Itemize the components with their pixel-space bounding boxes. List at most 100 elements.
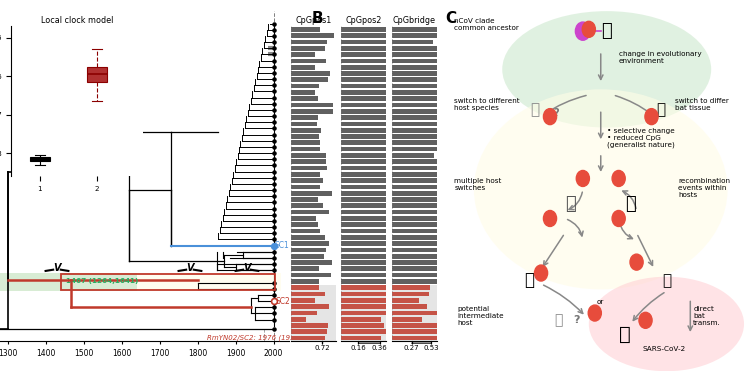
Bar <box>392 285 436 341</box>
Point <box>268 224 280 230</box>
Bar <box>392 71 464 76</box>
Text: recombination
events within
hosts: recombination events within hosts <box>678 178 730 198</box>
Bar <box>291 159 326 164</box>
Bar <box>341 222 439 227</box>
Point <box>268 298 280 304</box>
Text: RmYN02/SC2: 1976 (1959,1991): RmYN02/SC2: 1976 (1959,1991) <box>207 334 322 341</box>
Bar <box>341 96 448 101</box>
Point <box>268 286 280 292</box>
Point <box>268 51 280 57</box>
Bar <box>341 298 386 303</box>
Bar <box>291 103 333 107</box>
Bar <box>341 52 424 57</box>
Point <box>268 107 280 113</box>
Bar <box>341 178 437 183</box>
Bar <box>392 103 451 107</box>
Bar <box>392 191 460 196</box>
Bar <box>392 197 447 202</box>
Text: • selective change
• reduced CpG
(generalist nature): • selective change • reduced CpG (genera… <box>607 128 674 148</box>
Point <box>268 249 280 255</box>
Point <box>268 310 280 316</box>
Bar <box>392 310 443 315</box>
Text: 🦇: 🦇 <box>626 195 636 213</box>
Point <box>268 304 280 310</box>
Point <box>268 267 280 273</box>
Point <box>268 261 280 267</box>
Bar <box>0 273 137 291</box>
Point <box>268 21 280 27</box>
Bar <box>341 285 406 290</box>
Text: potential
intermediate
host: potential intermediate host <box>458 306 504 326</box>
Point <box>268 193 280 199</box>
Bar <box>291 266 319 271</box>
Bar <box>341 103 445 107</box>
Bar <box>291 229 320 233</box>
Circle shape <box>582 21 596 38</box>
Bar <box>291 285 336 341</box>
Bar <box>341 210 427 214</box>
Bar <box>392 147 461 152</box>
Text: SARS-CoV-2: SARS-CoV-2 <box>643 346 686 352</box>
Bar <box>341 184 400 189</box>
Point <box>268 33 280 39</box>
Title: CpGpos2: CpGpos2 <box>346 16 382 26</box>
Text: direct
bat
transm.: direct bat transm. <box>693 306 721 326</box>
Point <box>268 206 280 212</box>
Point <box>268 187 280 193</box>
Bar <box>341 46 406 51</box>
Bar <box>291 33 334 38</box>
Point <box>268 292 280 298</box>
Bar <box>291 128 321 133</box>
Point <box>268 175 280 181</box>
Text: ?: ? <box>554 108 559 118</box>
Circle shape <box>630 254 644 270</box>
Bar <box>341 254 409 259</box>
Bar <box>291 90 315 95</box>
Bar <box>341 235 433 240</box>
Title: Local clock model: Local clock model <box>40 16 113 26</box>
Bar <box>291 273 332 278</box>
Bar <box>291 122 317 126</box>
Bar <box>291 285 319 290</box>
Bar <box>392 109 438 114</box>
Bar <box>341 33 425 38</box>
Bar <box>341 65 442 70</box>
Bar <box>392 216 460 221</box>
Bar <box>291 84 319 88</box>
Bar <box>392 229 454 233</box>
Bar <box>392 260 436 265</box>
Bar <box>291 178 322 183</box>
Bar <box>392 285 430 290</box>
Point <box>268 237 280 243</box>
Point <box>268 58 280 64</box>
Bar <box>392 115 453 120</box>
Bar <box>291 191 332 196</box>
Bar <box>341 241 413 246</box>
Title: CpGbridge: CpGbridge <box>392 16 436 26</box>
Bar <box>341 84 439 88</box>
Point <box>268 45 280 51</box>
Circle shape <box>588 305 602 321</box>
Circle shape <box>612 171 626 186</box>
Bar <box>392 298 419 303</box>
Bar <box>392 330 447 334</box>
Bar <box>341 266 421 271</box>
Circle shape <box>645 109 658 124</box>
Bar <box>341 323 385 328</box>
Bar <box>392 90 455 95</box>
Bar <box>291 241 329 246</box>
Bar <box>291 166 327 170</box>
Bar <box>291 210 328 214</box>
Point <box>268 64 280 70</box>
Bar <box>392 128 449 133</box>
Bar <box>291 260 332 265</box>
Bar <box>341 197 436 202</box>
Text: B: B <box>311 11 322 26</box>
Point <box>268 230 280 236</box>
Bar <box>392 40 433 44</box>
Bar <box>291 58 326 63</box>
Bar <box>291 109 333 114</box>
Bar <box>291 46 325 51</box>
Bar <box>341 128 421 133</box>
Point <box>268 39 280 45</box>
